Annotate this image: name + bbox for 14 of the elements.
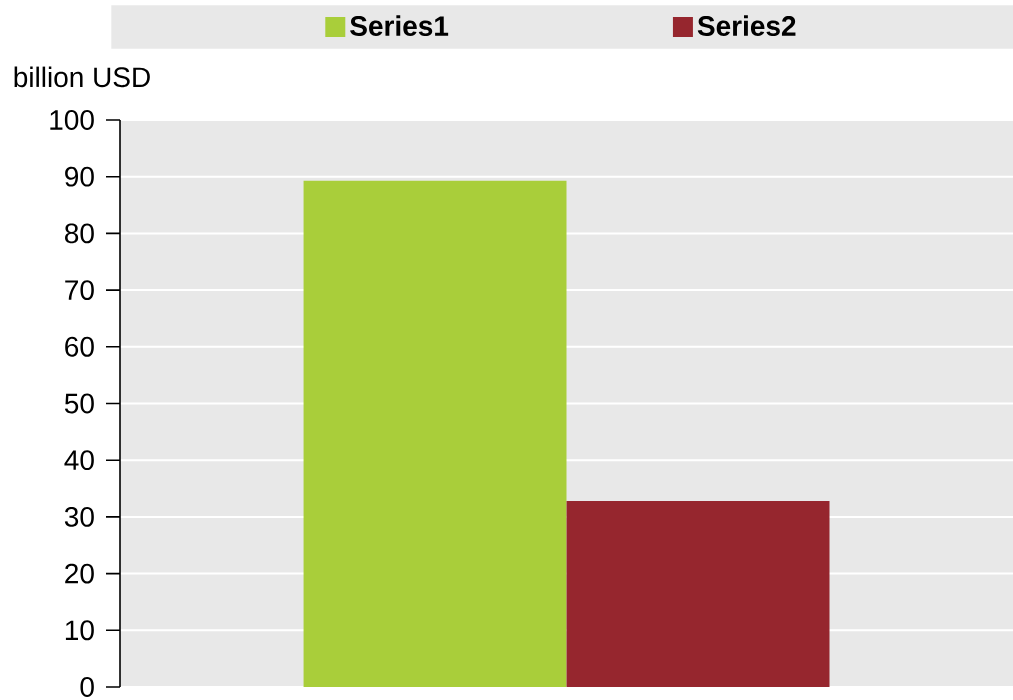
y-tick-label: 100 (50, 110, 94, 130)
y-tick-label: 60 (65, 336, 94, 357)
y-tick-label: 10 (65, 620, 94, 641)
y-tick-label: 50 (64, 393, 94, 414)
legend-label: Series1 (350, 15, 449, 36)
y-tick-label: 80 (65, 223, 94, 244)
y-axis-title: billion USD (14, 66, 150, 88)
y-tick-label: 70 (65, 280, 94, 301)
y-tick-label: 0 (80, 677, 94, 697)
y-tick-label: 90 (65, 166, 94, 187)
y-tick-label: 20 (65, 563, 94, 584)
y-tick-label: 30 (64, 506, 94, 527)
legend-label: Series2 (697, 15, 796, 36)
y-tick-label: 40 (64, 450, 94, 471)
